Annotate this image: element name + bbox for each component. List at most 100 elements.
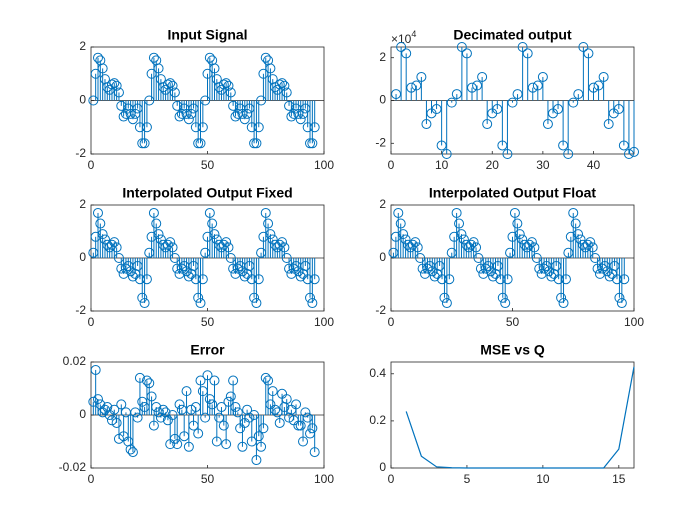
- axes-box: [390, 361, 635, 469]
- stem-marker: [197, 122, 208, 133]
- stem-marker: [183, 271, 194, 282]
- y-tick-label: 2: [379, 197, 386, 211]
- stem-marker: [456, 229, 467, 240]
- stem-marker: [406, 82, 417, 93]
- stem-marker: [279, 402, 290, 413]
- stem-marker: [291, 399, 302, 410]
- stem-marker: [472, 80, 483, 91]
- y-tick-label: 0.2: [369, 413, 386, 427]
- stem-marker: [309, 447, 320, 458]
- stem-marker: [444, 274, 455, 285]
- stem-marker: [500, 298, 511, 309]
- stem-marker: [468, 237, 479, 248]
- stem-marker: [492, 104, 503, 115]
- stem-marker: [155, 234, 166, 245]
- stem-marker: [195, 375, 206, 386]
- stem-marker: [267, 386, 278, 397]
- stem-marker: [90, 364, 101, 375]
- stem-marker: [202, 370, 213, 381]
- stem-marker: [167, 80, 178, 91]
- stem-marker: [512, 89, 523, 100]
- stem-marker: [95, 218, 106, 229]
- stem-marker: [265, 229, 276, 240]
- stem-marker: [454, 218, 465, 229]
- stem-marker: [195, 138, 206, 149]
- stem-marker: [532, 80, 543, 91]
- stem-marker: [614, 292, 625, 303]
- stem-marker: [446, 97, 457, 108]
- stem-marker: [477, 71, 488, 82]
- stem-marker: [249, 292, 260, 303]
- stem-marker: [497, 140, 508, 151]
- stem-marker: [134, 372, 145, 383]
- y-multiplier: ×104: [391, 29, 416, 46]
- stem-marker: [251, 138, 262, 149]
- stem-marker: [416, 71, 427, 82]
- stem-marker: [239, 271, 250, 282]
- stem-marker: [400, 234, 411, 245]
- stem-marker: [560, 274, 571, 285]
- y-tick-label: -2: [75, 303, 86, 317]
- stem-marker: [141, 122, 152, 133]
- stem-marker: [274, 79, 285, 90]
- x-tick-label: 0: [88, 472, 95, 486]
- stem-marker: [305, 138, 316, 149]
- stem-marker: [401, 48, 412, 59]
- y-tick-label: -2: [375, 135, 386, 149]
- stem-marker: [109, 78, 120, 89]
- stem-marker: [116, 399, 127, 410]
- stem-marker: [618, 140, 629, 151]
- stem-marker: [118, 111, 129, 122]
- stem-marker: [629, 146, 639, 157]
- stem-marker: [429, 271, 440, 282]
- stem-marker: [585, 237, 596, 248]
- stem-marker: [407, 239, 418, 250]
- x-tick-label: 100: [624, 315, 644, 329]
- stem-marker: [239, 114, 250, 125]
- stem-marker: [258, 423, 269, 434]
- data-line: [405, 366, 635, 469]
- stem-marker: [575, 234, 586, 245]
- stem-marker: [137, 292, 148, 303]
- stem-marker: [151, 402, 162, 413]
- stem-marker: [225, 391, 236, 402]
- stem-marker: [153, 63, 164, 74]
- stem-marker: [410, 237, 421, 248]
- stem-marker: [604, 271, 615, 282]
- stem-marker: [162, 79, 173, 90]
- stem-marker: [141, 274, 152, 285]
- stem-marker: [211, 436, 222, 447]
- stem-marker: [193, 292, 204, 303]
- stem-marker: [309, 122, 320, 133]
- stem-marker: [274, 417, 285, 428]
- stem-marker: [204, 52, 215, 63]
- stem-marker: [558, 298, 569, 309]
- stem-marker: [583, 48, 594, 59]
- stem-marker: [587, 242, 598, 253]
- stem-marker: [260, 52, 271, 63]
- stem-marker: [517, 234, 528, 245]
- stem-marker: [420, 268, 431, 279]
- stem-marker: [451, 207, 462, 218]
- stem-marker: [270, 404, 281, 415]
- stem-marker: [204, 207, 215, 218]
- x-tick-label: 0: [388, 472, 395, 486]
- stem-marker: [436, 140, 447, 151]
- stem-marker: [509, 207, 520, 218]
- stem-marker: [162, 239, 173, 250]
- stem-marker: [165, 237, 176, 248]
- stem-marker: [132, 412, 143, 423]
- stem-marker: [556, 292, 567, 303]
- stem-marker: [169, 87, 180, 98]
- stem-marker: [497, 292, 508, 303]
- stem-marker: [97, 229, 108, 240]
- stem-marker: [603, 119, 614, 130]
- y-multiplier-power: 4: [411, 29, 416, 39]
- stem-marker: [263, 218, 274, 229]
- stem-marker: [253, 122, 264, 133]
- stem-marker: [431, 104, 442, 115]
- stem-marker: [230, 402, 241, 413]
- y-tick-label: 0: [79, 250, 86, 264]
- stem-marker: [153, 229, 164, 240]
